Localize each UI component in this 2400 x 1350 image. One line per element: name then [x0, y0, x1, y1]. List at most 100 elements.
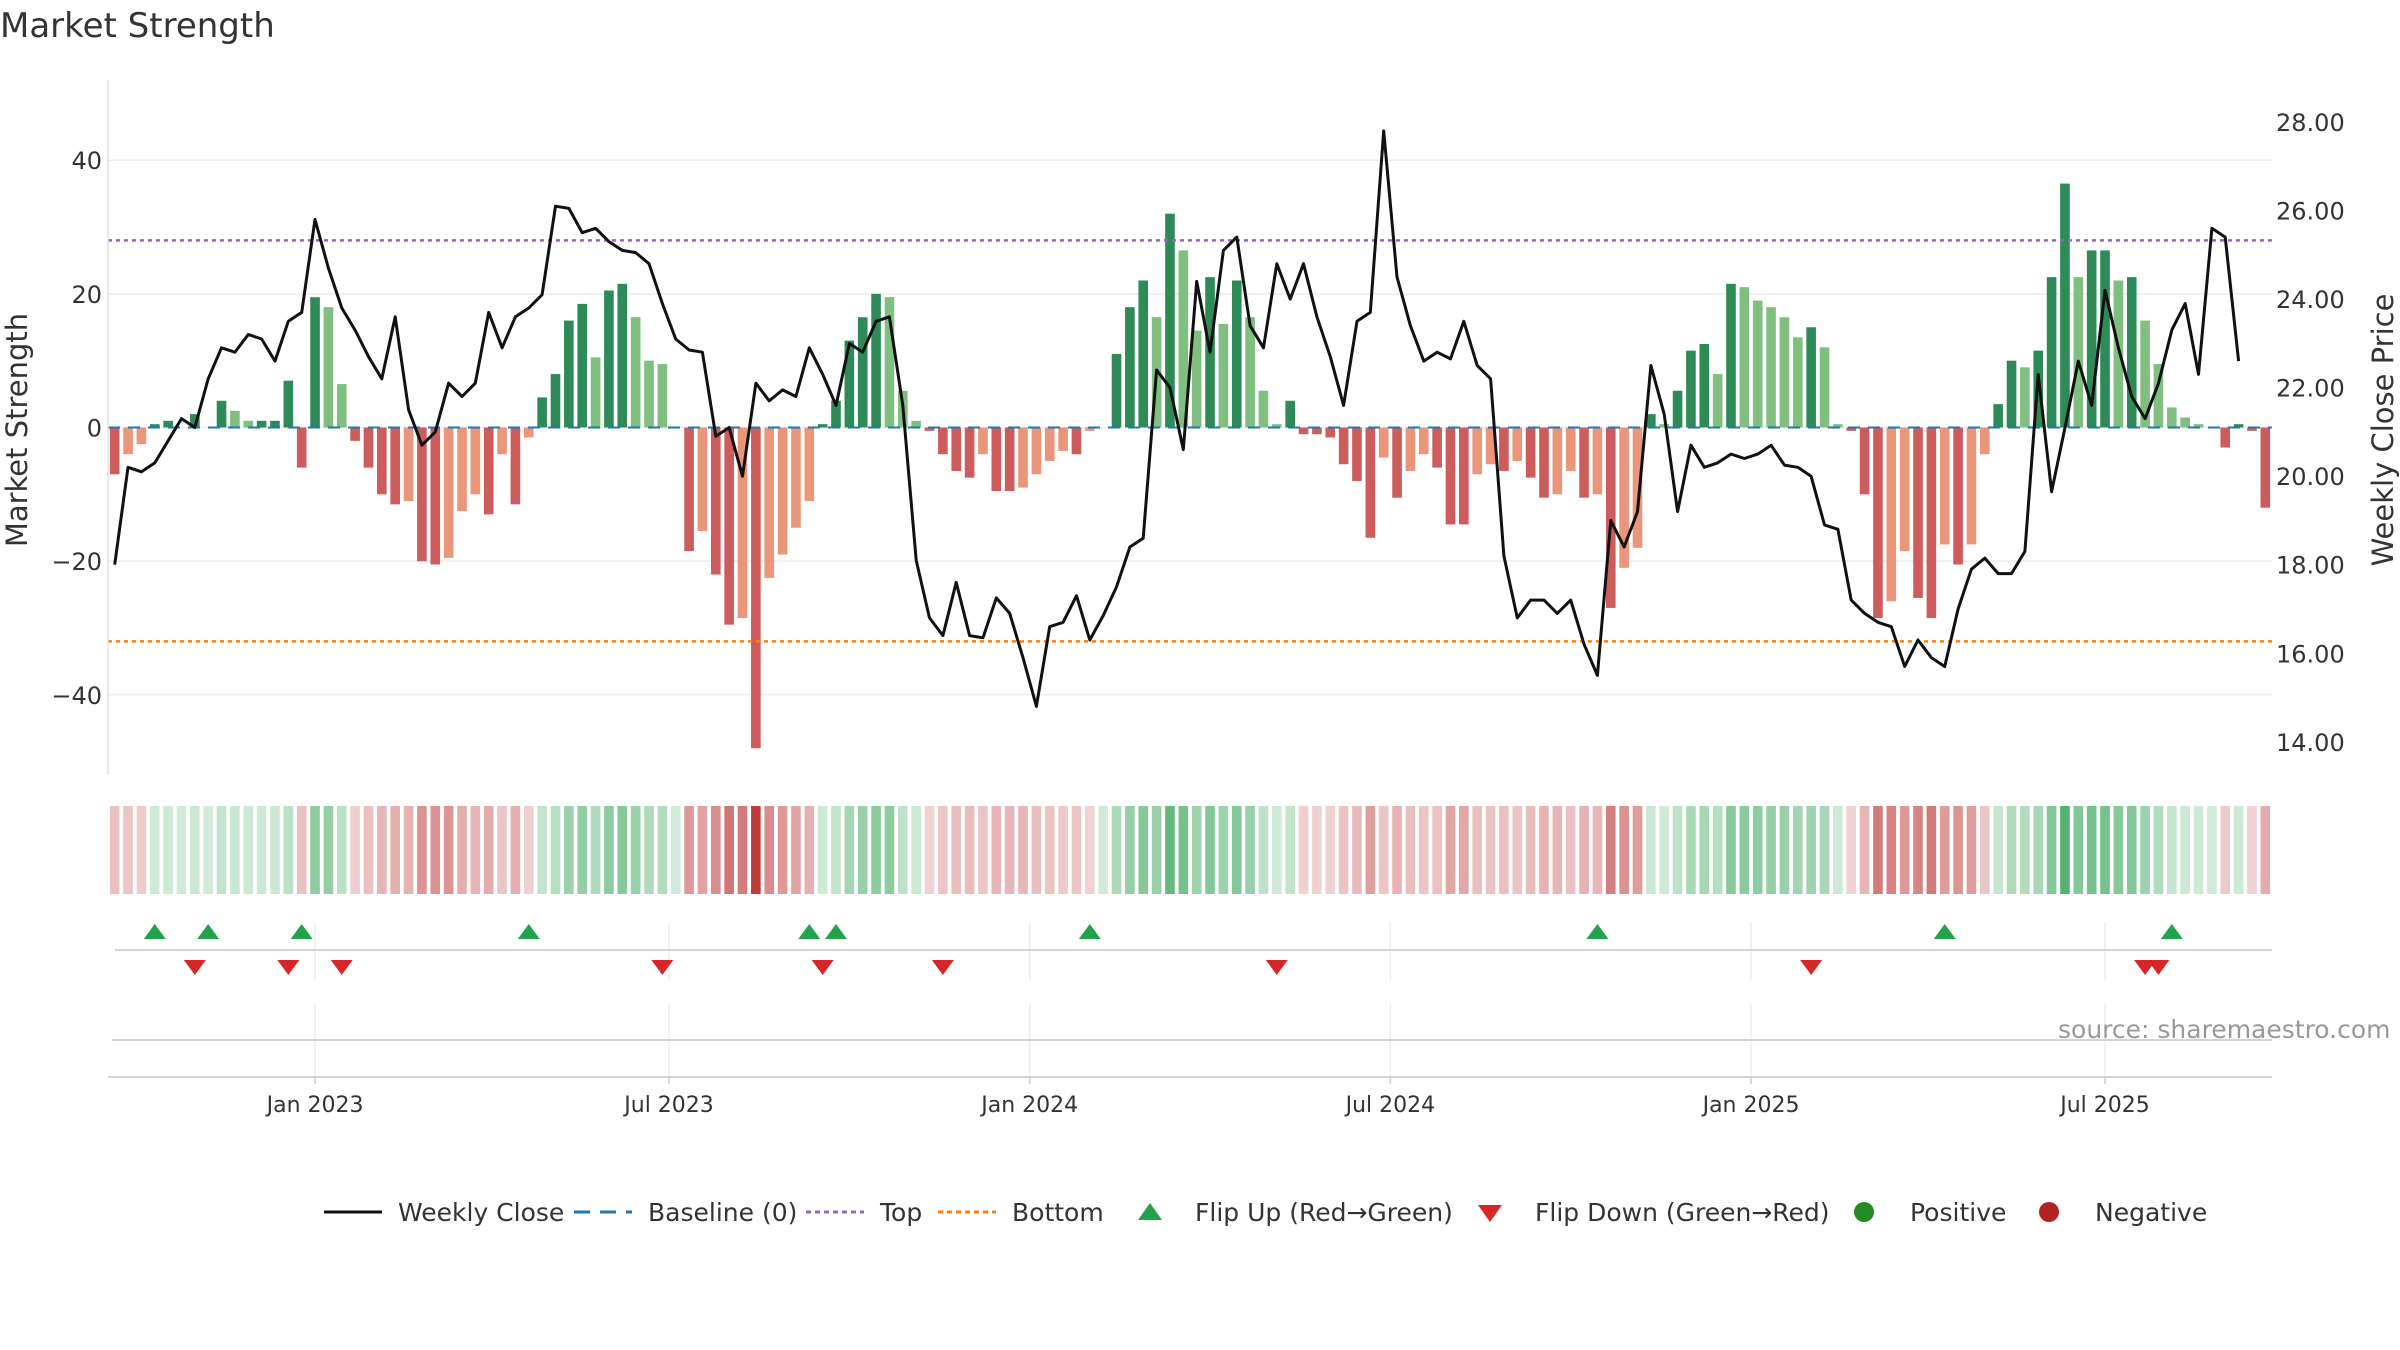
- heat-cell: [123, 806, 133, 894]
- y-tick-label-left: −40: [51, 682, 102, 710]
- heat-cell: [1699, 806, 1710, 894]
- heat-cell: [1272, 806, 1282, 894]
- strength-bar: [2260, 427, 2271, 508]
- strength-bar: [230, 410, 240, 428]
- flip-up-marker: [1078, 924, 1101, 939]
- legend-top[interactable]: Top: [804, 1192, 922, 1232]
- strength-bar: [1031, 427, 1042, 475]
- strength-bar: [550, 374, 561, 428]
- heat-cell: [1178, 806, 1189, 894]
- strength-bar: [109, 427, 120, 475]
- heat-cell: [1352, 806, 1362, 894]
- strength-bar: [270, 420, 280, 428]
- heat-cell: [604, 806, 614, 894]
- heat-cell: [1565, 806, 1576, 894]
- x-tick-label: Jul 2024: [1344, 1093, 1436, 1118]
- strength-bar: [136, 427, 147, 445]
- strength-bar: [751, 427, 761, 749]
- y-tick-label-left: 20: [71, 281, 102, 309]
- heat-cell: [924, 806, 935, 894]
- legend-weekly-close[interactable]: Weekly Close: [322, 1192, 564, 1232]
- strength-bar: [1539, 427, 1549, 498]
- legend-baseline[interactable]: Baseline (0): [572, 1192, 797, 1232]
- heat-cell: [497, 806, 507, 894]
- strength-bar: [2113, 280, 2124, 428]
- y-tick-label-right: 24.00: [2276, 286, 2345, 314]
- legend-flip-down[interactable]: Flip Down (Green→Red): [1475, 1192, 1830, 1232]
- legend-bottom[interactable]: Bottom: [936, 1192, 1104, 1232]
- heat-cell: [190, 806, 200, 894]
- heat-cell: [2060, 806, 2070, 894]
- strength-bar: [1752, 300, 1763, 428]
- strength-bar: [938, 427, 948, 455]
- flip-down-marker: [183, 960, 206, 975]
- heat-cell: [1792, 806, 1803, 894]
- strength-bar: [1298, 427, 1309, 435]
- strength-bar: [296, 427, 307, 468]
- heat-cell: [1966, 806, 1977, 894]
- strength-bar: [377, 427, 387, 495]
- flip-up-marker: [517, 924, 540, 939]
- flip-up-marker: [197, 924, 220, 939]
- triangle-up-icon: [1138, 1203, 1162, 1220]
- strength-bar: [1058, 427, 1068, 451]
- heat-cell: [1285, 806, 1295, 894]
- heat-cell: [1218, 806, 1229, 894]
- heat-cell: [857, 806, 868, 894]
- heat-cell: [911, 806, 921, 894]
- strength-bar: [1004, 427, 1015, 491]
- legend-flip-up[interactable]: Flip Up (Red→Green): [1135, 1192, 1453, 1232]
- heat-cell: [2033, 806, 2044, 894]
- heat-cell: [1712, 806, 1723, 894]
- heat-cell: [1231, 806, 1242, 894]
- heat-cell: [1031, 806, 1042, 894]
- strength-bar: [2046, 277, 2057, 428]
- heat-cell: [697, 806, 708, 894]
- strength-bar: [1285, 400, 1295, 428]
- heat-cell: [1325, 806, 1336, 894]
- strength-bar: [1953, 427, 1963, 565]
- flip-down-marker: [2147, 960, 2170, 975]
- strength-bar: [697, 427, 708, 532]
- heat-cell: [2126, 806, 2137, 894]
- strength-bar: [1459, 427, 1469, 525]
- heat-cell: [149, 806, 160, 894]
- heat-cell: [1004, 806, 1015, 894]
- strength-bar: [831, 400, 841, 428]
- heat-cell: [2220, 806, 2231, 894]
- legend-positive[interactable]: Positive: [1850, 1192, 2006, 1232]
- strength-bar: [1619, 427, 1629, 568]
- heat-cell: [2233, 806, 2244, 894]
- heat-cell: [1819, 806, 1830, 894]
- strength-bar: [590, 357, 601, 428]
- heat-cell: [1258, 806, 1269, 894]
- heat-cell: [336, 806, 347, 894]
- triangle-down-icon: [1478, 1205, 1502, 1222]
- heat-cell: [1378, 806, 1389, 894]
- heat-cell: [831, 806, 841, 894]
- strength-bar: [564, 320, 574, 428]
- strength-bar: [1979, 427, 1990, 455]
- strength-bar: [978, 427, 988, 455]
- y-tick-label-left: 0: [87, 415, 102, 443]
- legend-negative[interactable]: Negative: [2035, 1192, 2207, 1232]
- heat-cell: [577, 806, 588, 894]
- strength-bar: [350, 427, 360, 441]
- strength-bar: [1525, 427, 1536, 478]
- strength-bar: [2100, 250, 2110, 428]
- heat-cell: [470, 806, 481, 894]
- heat-cell: [2073, 806, 2084, 894]
- flip-up-marker: [798, 924, 821, 939]
- strength-bar: [2020, 367, 2030, 428]
- legend-label: Positive: [1910, 1197, 2007, 1227]
- strength-bar: [1859, 427, 1870, 495]
- strength-bar: [1792, 337, 1803, 428]
- circle-icon: [1854, 1202, 1874, 1222]
- legend-label: Flip Down (Green→Red): [1535, 1197, 1830, 1227]
- heat-cell: [670, 806, 681, 894]
- grid-layer: [108, 159, 2272, 1078]
- heat-cell: [764, 806, 775, 894]
- strength-bar: [991, 427, 1002, 491]
- strength-bar: [1245, 317, 1255, 428]
- strength-bar: [149, 424, 160, 428]
